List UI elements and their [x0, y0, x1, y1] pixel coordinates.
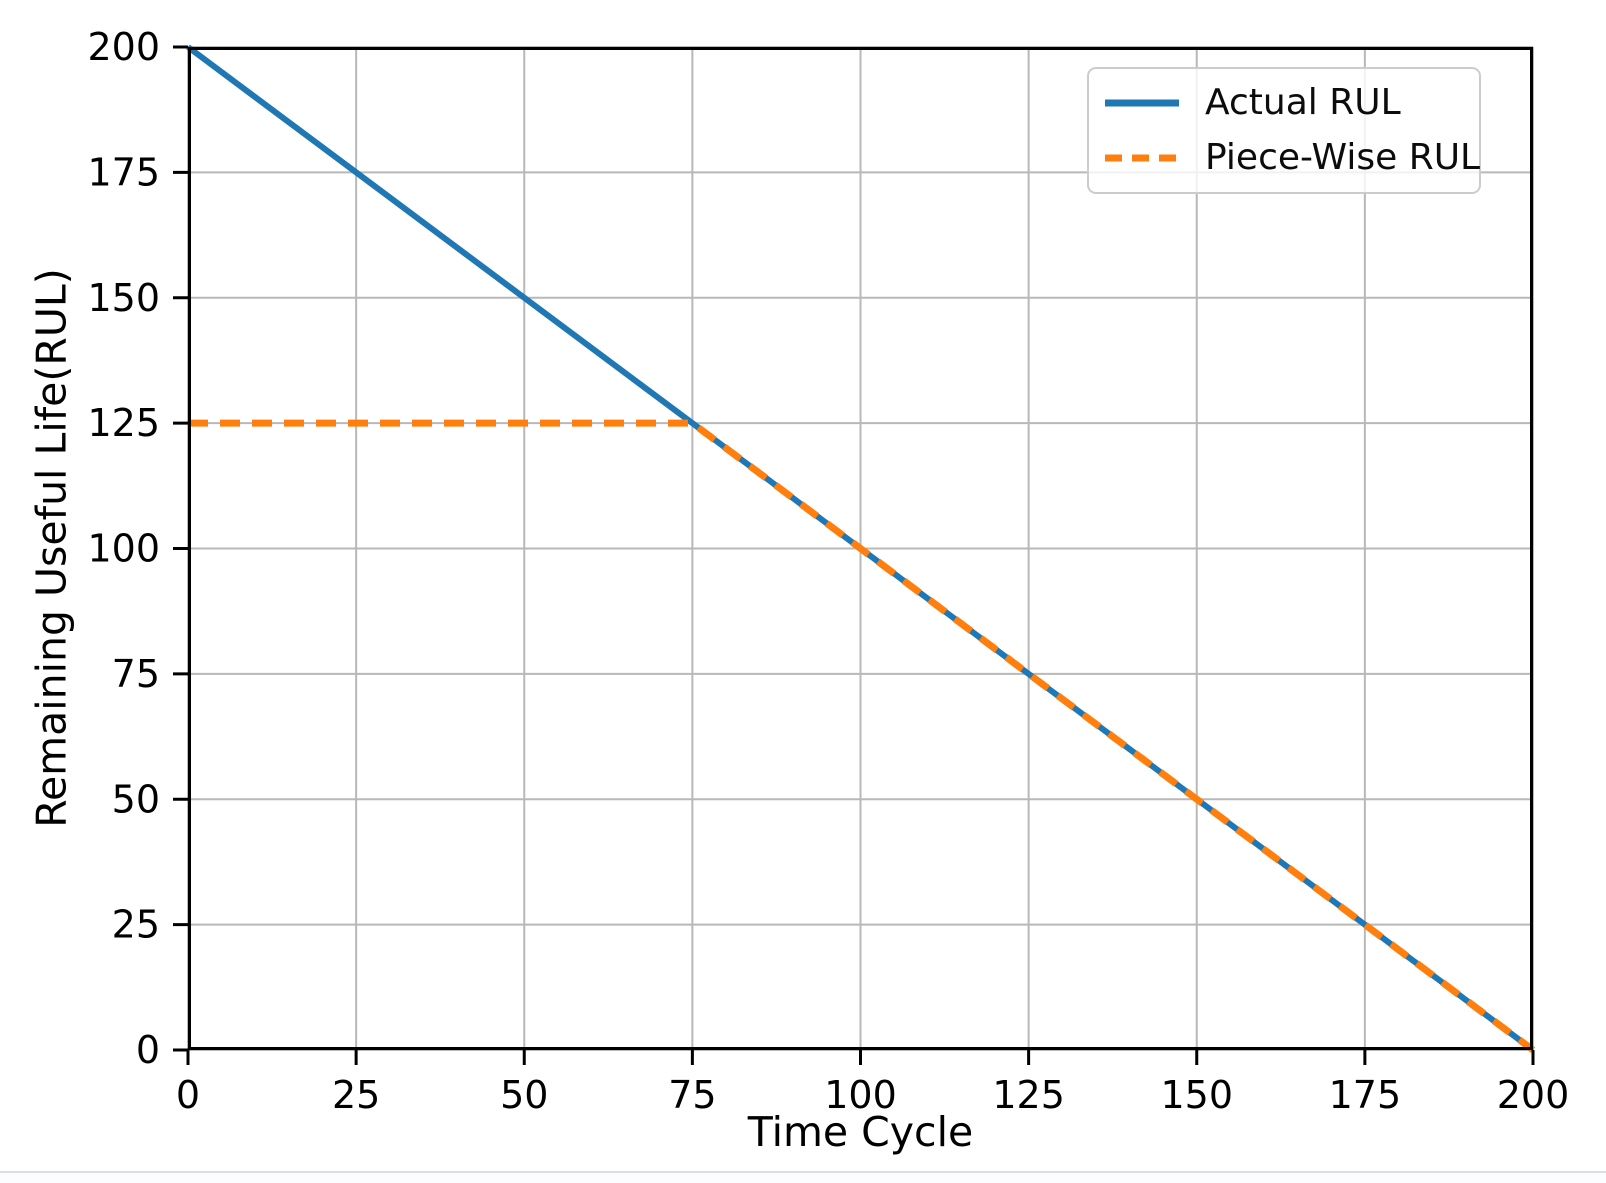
axes-spines — [188, 47, 1533, 1050]
legend-label-actual-rul: Actual RUL — [1205, 81, 1401, 123]
window-bottom-edge — [0, 1171, 1606, 1183]
solid-line-swatch-icon — [1105, 99, 1179, 107]
legend-item-actual-rul: Actual RUL — [1103, 75, 1467, 130]
x-tick-label: 0 — [176, 1073, 200, 1117]
y-tick-label: 75 — [112, 652, 160, 696]
y-axis-label: Remaining Useful Life(RUL) — [27, 268, 76, 828]
legend-item-piecewise-rul: Piece-Wise RUL — [1103, 131, 1480, 186]
y-tick-label: 150 — [87, 276, 160, 320]
chart-canvas: 0 25 50 75 100 125 150 175 200 0 25 50 75 100 125 150 17… — [87, 25, 1569, 1117]
x-tick-label: 125 — [992, 1073, 1065, 1117]
y-tick-label: 125 — [87, 401, 160, 445]
y-tick-label: 100 — [87, 527, 160, 571]
y-tick-label: 50 — [112, 777, 160, 821]
x-tick-label: 175 — [1329, 1073, 1402, 1117]
x-tick-label: 75 — [668, 1073, 716, 1117]
legend-label-piecewise-rul: Piece-Wise RUL — [1205, 137, 1481, 179]
x-axis-label: Time Cycle — [747, 1108, 974, 1156]
y-tick-label: 175 — [87, 150, 160, 194]
legend: Actual RUL Piece-Wise RUL — [1087, 67, 1481, 194]
y-tick-label: 0 — [136, 1028, 160, 1072]
x-tick-label: 50 — [500, 1073, 548, 1117]
x-tick-label: 100 — [824, 1073, 897, 1117]
dashed-line-swatch-icon — [1105, 154, 1179, 162]
x-tick-label: 150 — [1160, 1073, 1233, 1117]
plot-area: 0 25 50 75 100 125 150 175 200 0 25 50 75 100 125 150 17… — [87, 25, 1569, 1117]
x-tick-label: 200 — [1497, 1073, 1570, 1117]
series-line-piece-wise-rul — [188, 419, 1536, 1053]
y-tick-label: 25 — [112, 903, 160, 947]
y-tick-label: 200 — [87, 25, 160, 69]
x-tick-label: 25 — [332, 1073, 380, 1117]
